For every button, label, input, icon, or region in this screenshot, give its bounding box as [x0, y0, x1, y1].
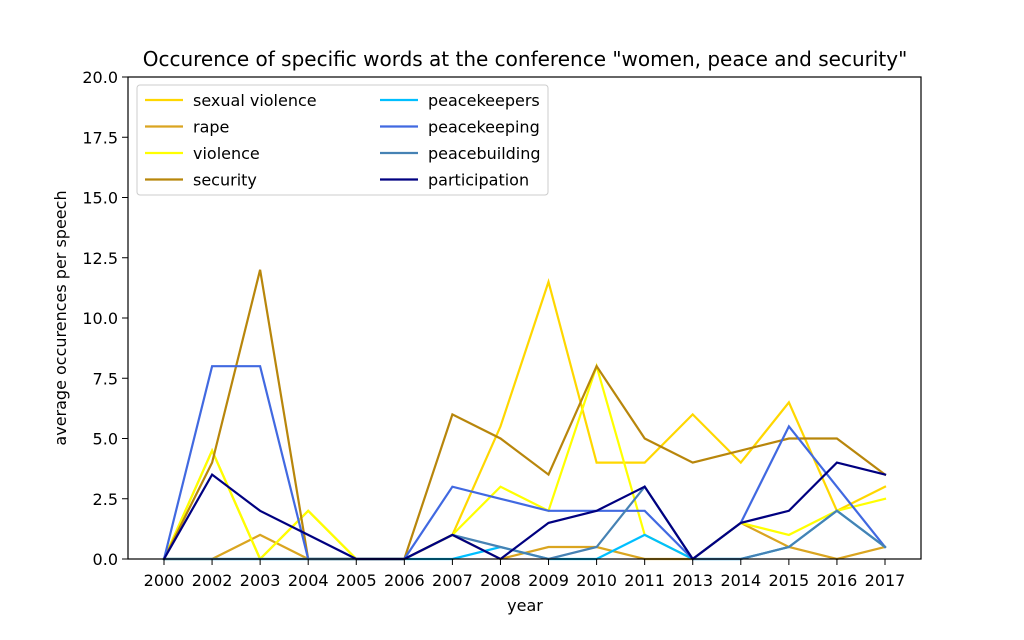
y-tick-label: 7.5 — [93, 369, 118, 388]
y-tick-label: 10.0 — [82, 309, 118, 328]
x-tick-label: 2016 — [817, 571, 858, 590]
legend-label: sexual violence — [193, 91, 317, 110]
y-tick-label: 0.0 — [93, 550, 118, 569]
x-tick-label: 2013 — [672, 571, 713, 590]
x-tick-label: 2009 — [528, 571, 569, 590]
plot-lines — [162, 269, 887, 561]
series-line-security — [162, 269, 887, 561]
y-tick-label: 12.5 — [82, 249, 118, 268]
x-axis-label: year — [507, 596, 543, 615]
x-tick-label: 2008 — [480, 571, 521, 590]
legend-label: peacekeeping — [428, 118, 540, 137]
series-line-participation — [162, 461, 887, 561]
x-tick-label: 2014 — [720, 571, 761, 590]
x-tick-label: 2005 — [336, 571, 377, 590]
x-tick-label: 2000 — [144, 571, 185, 590]
legend-box — [136, 84, 549, 196]
legend-label: security — [193, 171, 257, 190]
y-tick-label: 17.5 — [82, 128, 118, 147]
chart-title: Occurence of specific words at the confe… — [143, 47, 908, 71]
legend-label: rape — [193, 118, 229, 137]
x-tick-label: 2011 — [624, 571, 665, 590]
x-axis: 2000 2002 2003 2004 2005 2006 2007 2008 2009 2010… — [144, 559, 906, 590]
y-tick-label: 2.5 — [93, 490, 118, 509]
legend-label: peacebuilding — [428, 144, 541, 163]
y-axis-label: average occurences per speech — [51, 190, 70, 445]
x-tick-label: 2003 — [240, 571, 281, 590]
legend: sexual violence rape violence security peace… — [136, 84, 549, 196]
x-tick-label: 2007 — [432, 571, 473, 590]
x-tick-label: 2004 — [288, 571, 329, 590]
y-tick-label: 5.0 — [93, 430, 118, 449]
y-tick-label: 20.0 — [82, 68, 118, 87]
x-tick-label: 2002 — [192, 571, 233, 590]
series-line-peacekeeping — [162, 365, 887, 561]
x-tick-label: 2006 — [384, 571, 425, 590]
x-tick-label: 2010 — [576, 571, 617, 590]
legend-label: participation — [428, 171, 529, 190]
series-line-violence — [162, 362, 887, 561]
legend-label: violence — [193, 144, 260, 163]
legend-label: peacekeepers — [428, 91, 540, 110]
y-tick-label: 15.0 — [82, 189, 118, 208]
x-tick-label: 2015 — [769, 571, 810, 590]
x-tick-label: 2017 — [865, 571, 906, 590]
y-axis: 0.0 2.5 5.0 7.5 10.0 12.5 15.0 17.5 20.0 — [82, 68, 128, 569]
